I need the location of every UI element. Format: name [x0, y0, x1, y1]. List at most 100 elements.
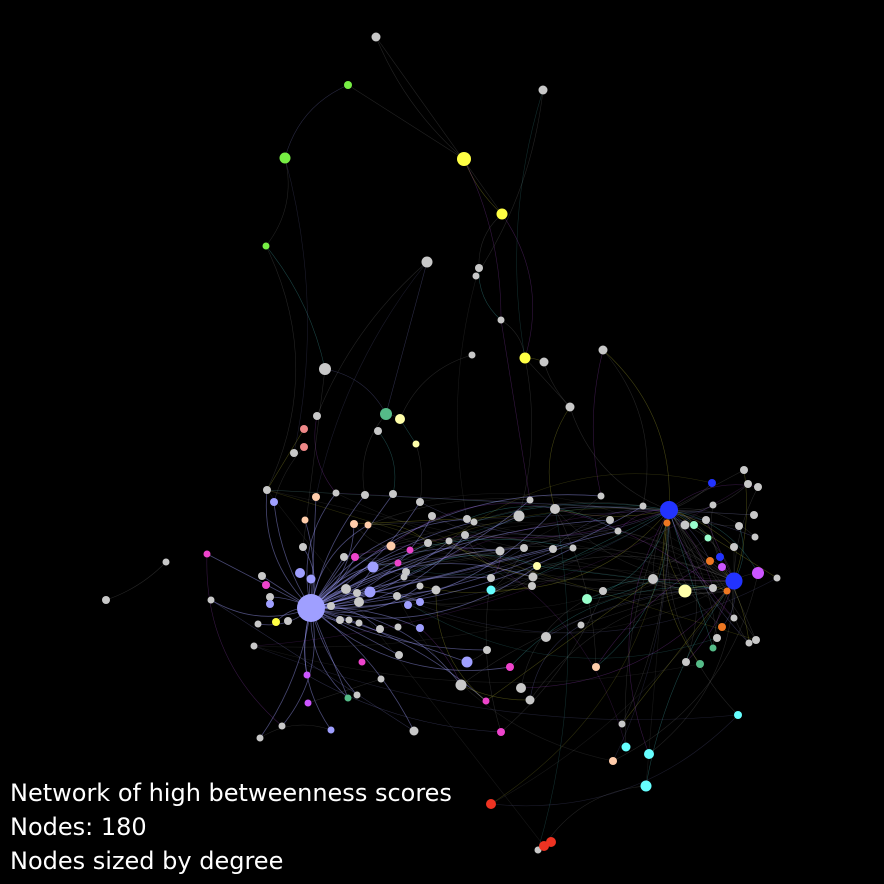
network-edge	[645, 580, 735, 787]
network-edge	[548, 406, 571, 510]
network-node	[313, 412, 321, 420]
network-edge	[490, 509, 670, 591]
network-edge	[409, 507, 670, 551]
network-edge	[612, 509, 670, 762]
network-edge	[375, 36, 503, 215]
network-node	[350, 520, 358, 528]
network-edge	[390, 503, 556, 547]
network-node	[345, 616, 353, 624]
network-edge	[668, 509, 728, 592]
network-edge	[310, 589, 437, 609]
network-edge	[552, 508, 670, 550]
network-node	[428, 512, 436, 520]
network-edge	[545, 587, 714, 638]
network-node	[526, 496, 534, 504]
network-node	[718, 563, 726, 571]
network-edge	[464, 534, 533, 587]
network-node	[725, 572, 743, 590]
network-edge	[668, 509, 718, 639]
network-node	[402, 568, 410, 576]
network-edge	[265, 489, 312, 609]
network-node	[621, 742, 631, 752]
network-node	[279, 152, 291, 164]
network-edge	[668, 509, 698, 663]
network-edge	[457, 267, 480, 520]
network-edge	[266, 489, 654, 580]
network-node	[744, 480, 752, 488]
network-edge	[310, 607, 400, 656]
network-edge	[396, 576, 534, 605]
network-node	[457, 152, 471, 166]
network-node	[513, 510, 525, 522]
network-edge	[353, 515, 520, 525]
network-node	[486, 585, 496, 595]
network-edge	[206, 553, 312, 609]
network-node	[377, 675, 385, 683]
network-node	[299, 543, 307, 551]
network-node	[380, 408, 392, 420]
network-node	[734, 711, 742, 719]
network-edge	[266, 428, 305, 491]
network-edge	[668, 509, 750, 644]
network-edge	[259, 607, 312, 739]
network-edge	[335, 492, 735, 582]
network-edge	[666, 509, 739, 716]
network-edge	[403, 509, 670, 578]
network-node	[319, 363, 331, 375]
network-edge	[520, 598, 588, 689]
network-node	[730, 614, 738, 622]
network-node	[754, 483, 762, 491]
network-edge	[475, 89, 544, 277]
network-edge	[396, 595, 614, 762]
network-node	[389, 490, 397, 498]
network-node	[376, 625, 384, 633]
network-node	[640, 780, 652, 792]
network-edge	[310, 607, 415, 732]
network-node	[752, 636, 760, 644]
network-edge	[310, 521, 475, 609]
network-edge	[490, 714, 739, 807]
network-node	[394, 623, 402, 631]
network-node	[487, 574, 495, 582]
network-node	[752, 567, 764, 579]
network-edge	[310, 542, 429, 609]
network-node	[416, 498, 424, 506]
network-edge	[310, 494, 602, 609]
network-edge	[265, 245, 296, 491]
network-edge	[448, 540, 534, 578]
network-edge	[353, 523, 411, 551]
network-edge	[419, 501, 670, 537]
network-edge	[307, 678, 382, 704]
network-edge	[628, 509, 670, 755]
network-node	[416, 582, 424, 590]
network-edge	[435, 589, 487, 702]
network-edge	[516, 89, 544, 359]
network-edge	[466, 506, 619, 532]
network-edge	[478, 213, 503, 269]
network-edge	[685, 580, 735, 663]
network-node	[528, 582, 536, 590]
network-node	[406, 546, 414, 554]
network-edge	[554, 506, 756, 538]
network-node	[598, 345, 608, 355]
network-edge	[554, 508, 735, 582]
network-edge	[592, 349, 604, 497]
network-node	[690, 521, 698, 529]
network-edge	[621, 509, 670, 725]
network-node	[327, 726, 335, 734]
network-node	[539, 357, 549, 367]
network-node	[272, 618, 280, 626]
network-edge	[478, 267, 502, 321]
network-node	[300, 425, 308, 433]
network-edge	[595, 560, 711, 668]
network-node	[290, 449, 298, 457]
network-edge	[310, 548, 554, 609]
network-node	[297, 594, 325, 622]
network-edge	[500, 319, 531, 501]
network-node	[745, 639, 753, 647]
network-node	[569, 544, 577, 552]
network-edge	[273, 446, 305, 503]
network-edge	[396, 577, 778, 634]
network-edge	[310, 499, 531, 609]
